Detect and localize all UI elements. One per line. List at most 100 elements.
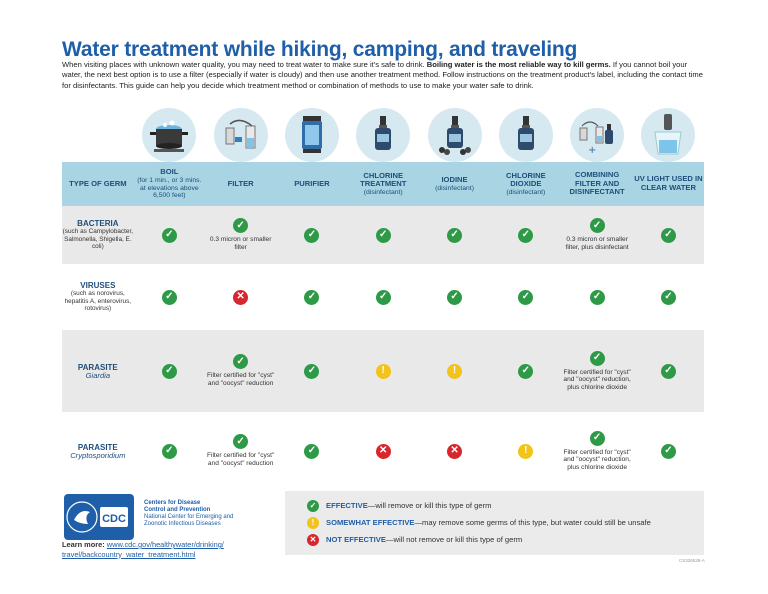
boiling-pot-icon — [142, 108, 197, 162]
learn-more-link-cont[interactable]: travel/backcountry_water_treatment.html — [62, 549, 196, 559]
status-note: 0.3 micron or smaller filter — [209, 236, 272, 251]
status-cell: ✓ — [276, 206, 347, 264]
status-cell: ✓ 0.3 micron or smaller filter — [205, 206, 276, 264]
effective-check-icon: ✓ — [161, 289, 177, 305]
status-cell: ✓ — [633, 412, 704, 490]
table-body: BACTERIA (such as Campylobacter, Salmonel… — [62, 206, 704, 490]
status-cell: ✓ — [134, 264, 205, 330]
treatment-table: + TYPE OF GERM BOIL (for 1 min., or 3 mins… — [62, 100, 704, 490]
chlorine-dioxide-bottle-icon — [498, 108, 553, 162]
not-x-icon: ✕ — [375, 443, 391, 459]
column-header: TYPE OF GERM — [62, 162, 134, 206]
iodine-bottle-icon — [427, 108, 482, 162]
germ-name: PARASITE — [77, 362, 118, 372]
column-header-sub: (disinfectant) — [435, 184, 474, 192]
table-row: VIRUSES (such as norovirus, hepatitis A, … — [62, 264, 704, 330]
status-cell: ! — [490, 412, 561, 490]
status-cell: ✓ — [419, 264, 490, 330]
legend-label: EFFECTIVE — [326, 501, 368, 510]
status-cell: ✓ — [633, 330, 704, 412]
status-note: Filter certified for "cyst" and "oocyst"… — [563, 448, 631, 471]
status-cell: ✓ Filter certified for "cyst" and "oocyst… — [561, 412, 632, 490]
effective-check-icon: ✓ — [660, 363, 676, 379]
effective-check-icon: ✓ — [589, 289, 605, 305]
status-cell: ! — [348, 330, 419, 412]
status-cell: ✕ — [419, 412, 490, 490]
not-x-icon: ✕ — [307, 533, 319, 546]
somewhat-exclamation-icon: ! — [375, 363, 391, 379]
document-code: CS326538-A — [679, 558, 705, 563]
uv-light-icon — [641, 108, 696, 162]
filter-plus-disinfectant-icon: + — [570, 108, 625, 162]
effective-check-icon: ✓ — [447, 227, 463, 243]
effective-check-icon: ✓ — [589, 218, 605, 234]
legend-text: —may remove some germs of this type, but… — [414, 518, 651, 527]
cdc-org-name: Centers for Disease Control and Preventi… — [144, 500, 234, 527]
status-cell: ✓ — [419, 206, 490, 264]
status-cell: ✓ — [348, 264, 419, 330]
effective-check-icon: ✓ — [447, 289, 463, 305]
learn-more: Learn more: www.cdc.gov/healthywater/dri… — [62, 540, 224, 559]
effective-check-icon: ✓ — [518, 289, 534, 305]
icon-row: + — [62, 100, 704, 162]
germ-examples: (such as Campylobacter, Salmonella, Shig… — [62, 228, 133, 251]
germ-species: Giardia — [85, 370, 111, 380]
germ-cell: VIRUSES (such as norovirus, hepatitis A, … — [62, 264, 134, 330]
status-cell: ✕ — [348, 412, 419, 490]
column-header: UV LIGHT USED IN CLEAR WATER — [633, 162, 704, 206]
status-cell: ✓ — [348, 206, 419, 264]
column-header-label: BOIL — [160, 167, 179, 177]
legend-label: NOT EFFECTIVE — [326, 535, 386, 544]
status-cell: ✓ — [561, 264, 632, 330]
column-header-label: CHLORINE TREATMENT — [360, 170, 407, 189]
somewhat-exclamation-icon: ! — [307, 516, 319, 529]
germ-species: Cryptosporidium — [70, 450, 126, 460]
effective-check-icon: ✓ — [304, 289, 320, 305]
learn-more-link[interactable]: www.cdc.gov/healthywater/drinking/ — [106, 540, 224, 549]
status-cell: ✓ — [490, 330, 561, 412]
effective-check-icon: ✓ — [375, 289, 391, 305]
status-cell: ✓ — [490, 206, 561, 264]
column-header-label: PURIFIER — [294, 178, 330, 188]
column-header-label: COMBINING FILTER AND DISINFECTANT — [569, 170, 625, 197]
column-header-sub: (for 1 min., or 3 mins. at elevations ab… — [137, 176, 202, 200]
effective-check-icon: ✓ — [518, 227, 534, 243]
effective-check-icon: ✓ — [589, 430, 605, 446]
table-row: PARASITE Cryptosporidium ✓ ✓ Filter certifie… — [62, 412, 704, 490]
germ-cell: BACTERIA (such as Campylobacter, Salmonel… — [62, 206, 134, 264]
effective-check-icon: ✓ — [660, 443, 676, 459]
column-header: FILTER — [205, 162, 276, 206]
legend: ✓ EFFECTIVE —will remove or kill this type… — [285, 491, 704, 555]
header-row: TYPE OF GERM BOIL (for 1 min., or 3 mins. … — [62, 162, 704, 206]
status-note: Filter certified for "cyst" and "oocyst"… — [563, 368, 631, 391]
germ-name: BACTERIA — [77, 219, 119, 229]
legend-text: —will not remove or kill this type of ge… — [385, 535, 523, 544]
effective-check-icon: ✓ — [375, 227, 391, 243]
page-title: Water treatment while hiking, camping, a… — [62, 38, 578, 61]
status-cell: ✓ Filter certified for "cyst" and "oocyst… — [205, 330, 276, 412]
effective-check-icon: ✓ — [660, 227, 676, 243]
effective-check-icon: ✓ — [304, 227, 320, 243]
column-header-label: CHLORINE DIOXIDE — [505, 170, 546, 189]
column-header-label: FILTER — [227, 178, 254, 188]
svg-text:CDC: CDC — [102, 513, 126, 525]
column-header-label: IODINE — [441, 174, 468, 184]
not-x-icon: ✕ — [447, 443, 463, 459]
not-x-icon: ✕ — [233, 289, 249, 305]
chlorine-bottle-icon — [356, 108, 411, 162]
status-cell: ✓ — [490, 264, 561, 330]
somewhat-exclamation-icon: ! — [447, 363, 463, 379]
column-header-label: TYPE OF GERM — [69, 178, 127, 188]
effective-check-icon: ✓ — [161, 227, 177, 243]
column-header-sub: (disinfectant) — [363, 188, 403, 196]
purifier-icon — [284, 108, 339, 162]
germ-examples: (such as norovirus, hepatitis A, enterov… — [64, 290, 132, 313]
column-header: PURIFIER — [276, 162, 347, 206]
table-row: BACTERIA (such as Campylobacter, Salmonel… — [62, 206, 704, 264]
column-header-sub: (disinfectant) — [506, 188, 546, 196]
effective-check-icon: ✓ — [161, 443, 177, 459]
status-cell: ✓ 0.3 micron or smaller filter, plus disi… — [561, 206, 632, 264]
legend-item: ✕ NOT EFFECTIVE —will not remove or kill t… — [307, 531, 704, 548]
status-cell: ✓ — [633, 206, 704, 264]
svg-text:+: + — [588, 145, 596, 156]
